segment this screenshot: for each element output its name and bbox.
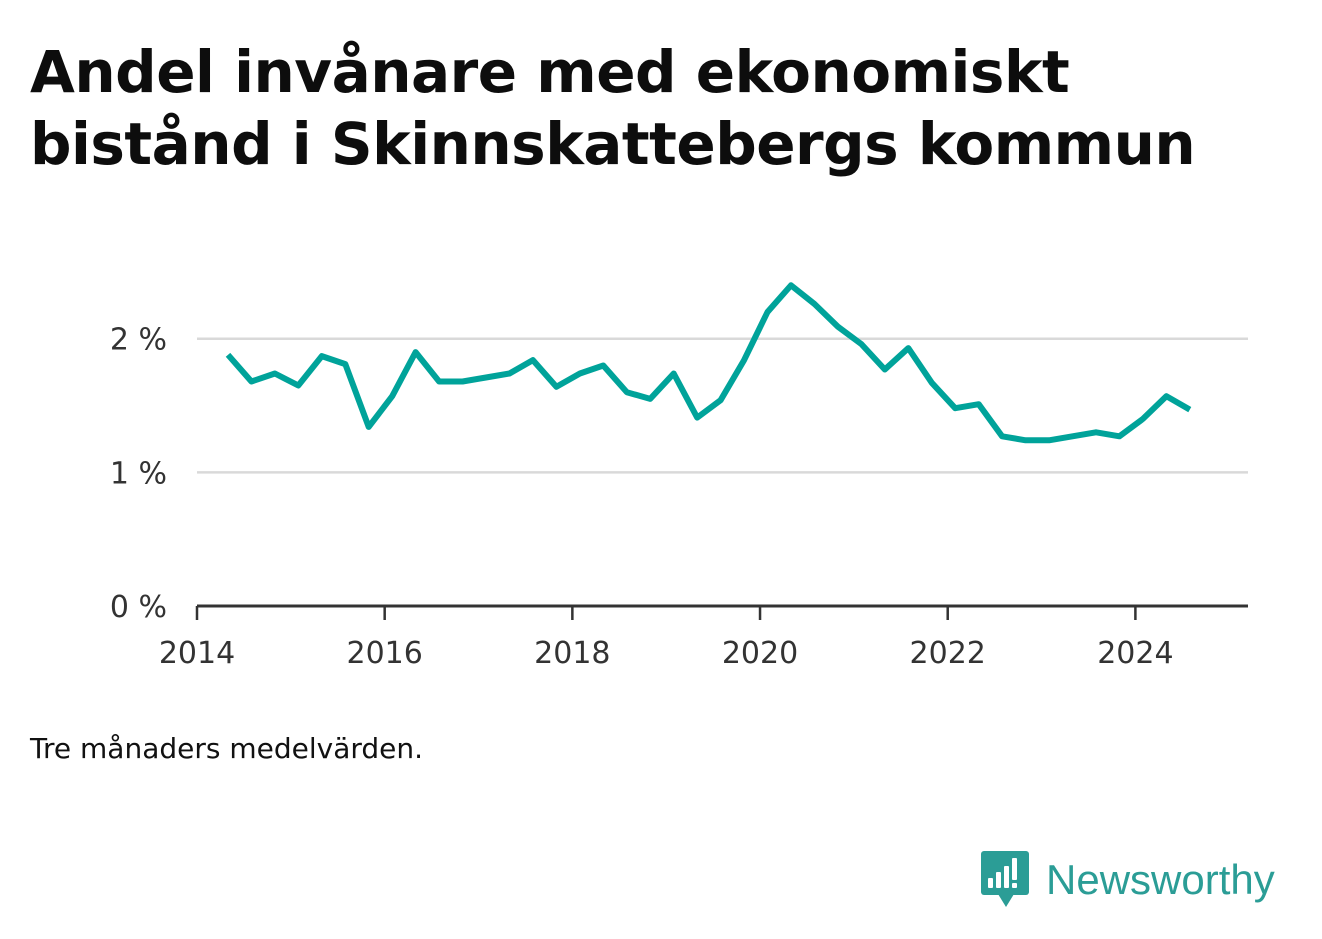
series-line [225, 282, 1192, 444]
y-tick-label: 2 % [110, 323, 167, 358]
line-chart: 0 % 1 % 2 % 2014 2016 2018 2020 2022 2024 [110, 282, 1248, 671]
x-tick-label: 2020 [722, 636, 798, 671]
chart-note: Tre månaders medelvärden. [30, 732, 424, 765]
x-tick-label: 2014 [159, 636, 235, 671]
y-tick-label: 1 % [110, 456, 167, 491]
chart-title: Andel invånare med ekonomiskt bistånd i … [30, 38, 1196, 178]
x-tick-label: 2016 [346, 636, 422, 671]
grid-lines [197, 337, 1248, 474]
bar-chart-bubble-icon [981, 851, 1029, 907]
y-axis-tick-labels: 0 % 1 % 2 % [110, 323, 167, 625]
x-tick-label: 2024 [1097, 636, 1173, 671]
x-tick-label: 2022 [910, 636, 986, 671]
x-axis: 2014 2016 2018 2020 2022 2024 [159, 604, 1248, 671]
series-group [225, 282, 1192, 444]
x-tick-label: 2018 [534, 636, 610, 671]
newsworthy-logo: Newsworthy [980, 850, 1275, 910]
brand-name: Newsworthy [1046, 856, 1275, 903]
y-tick-label: 0 % [110, 590, 167, 625]
